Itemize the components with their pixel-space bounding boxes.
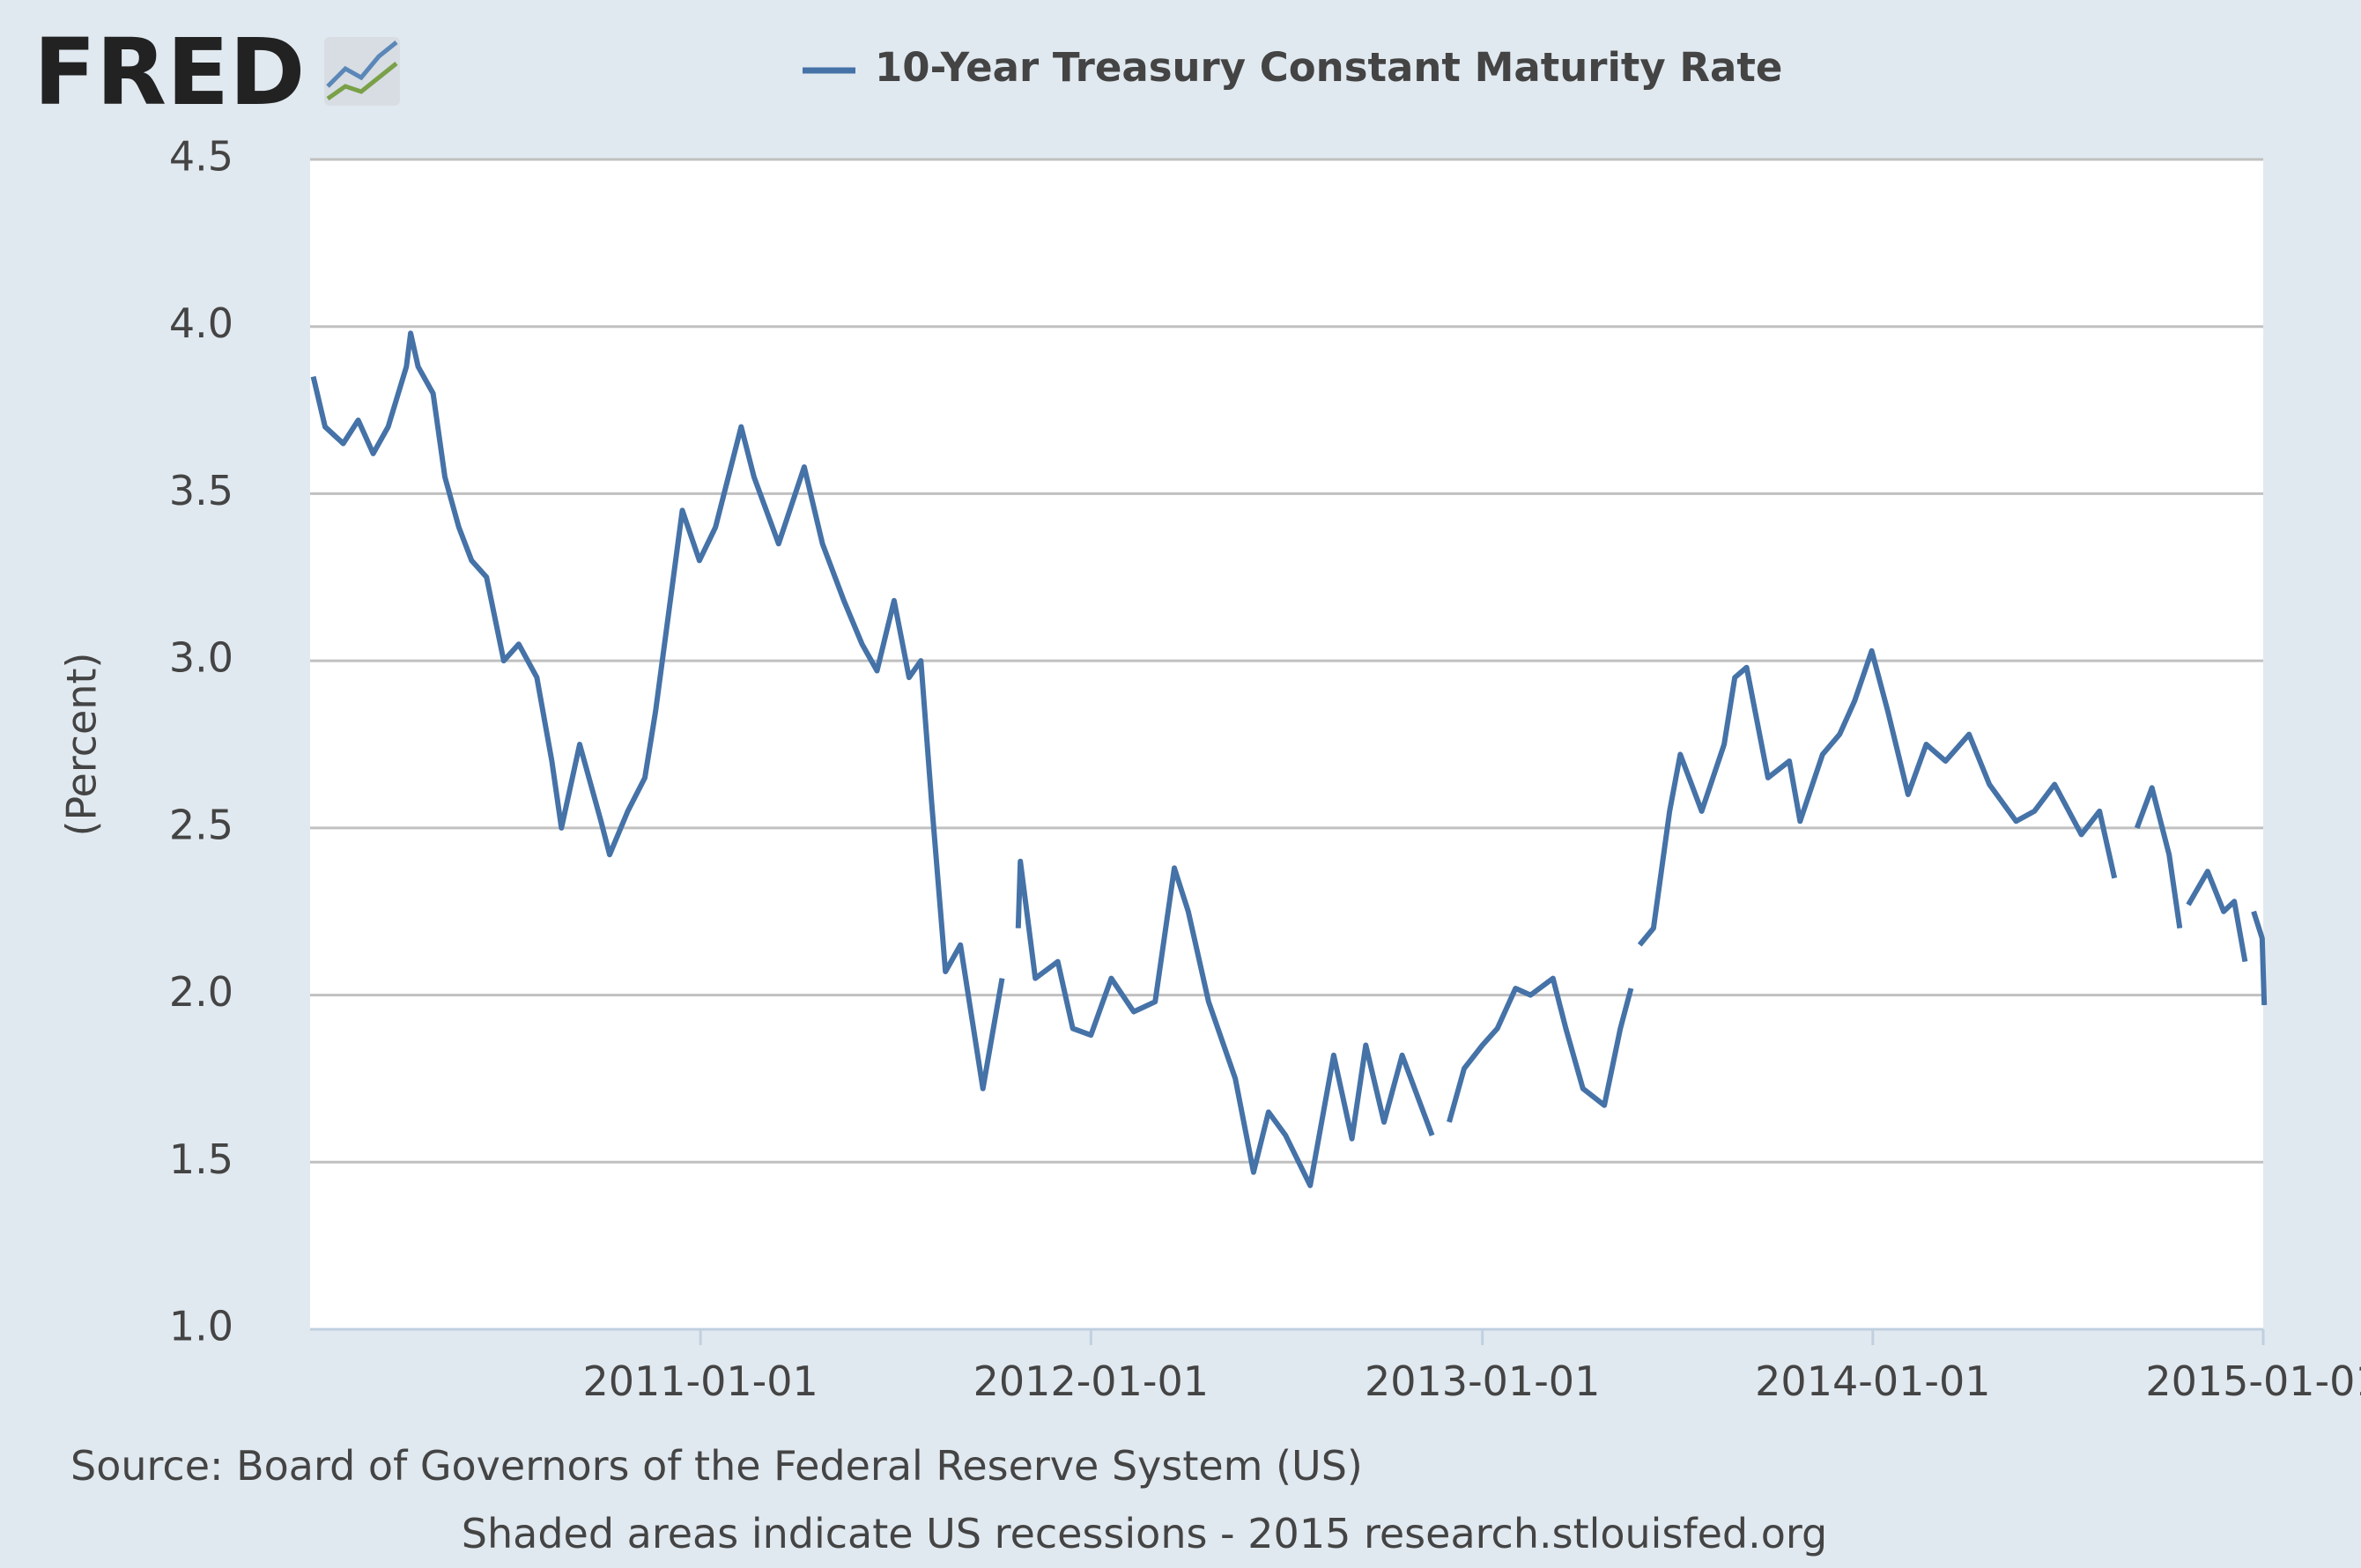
y-tick-label: 4.0 [169,300,233,347]
legend-label: 10-Year Treasury Constant Maturity Rate [875,44,1782,91]
y-tick-label: 3.0 [169,634,233,682]
y-tick-label: 2.5 [169,801,233,848]
x-tick-label: 2013-01-01 [1365,1357,1600,1405]
x-tick-label: 2011-01-01 [582,1357,818,1405]
x-tick-label: 2015-01-01 [2145,1357,2361,1405]
y-tick-label: 2.0 [169,968,233,1016]
y-tick-label: 1.5 [169,1135,233,1183]
source: Source: Board of Governors of the Federa… [70,1442,1363,1490]
logo-icon [324,37,400,106]
y-tick-label: 1.0 [169,1303,233,1350]
x-tick-label: 2012-01-01 [973,1357,1209,1405]
data-line [310,330,2268,1188]
y-tick-label: 3.5 [169,467,233,514]
note: Shaded areas indicate US recessions - 20… [462,1510,1827,1557]
logo: FRED [33,18,306,126]
x-tick-label: 2014-01-01 [1755,1357,1990,1405]
y-tick-label: 4.5 [169,133,233,181]
plot-area [310,159,2263,1329]
y-axis-label: (Percent) [58,653,106,837]
